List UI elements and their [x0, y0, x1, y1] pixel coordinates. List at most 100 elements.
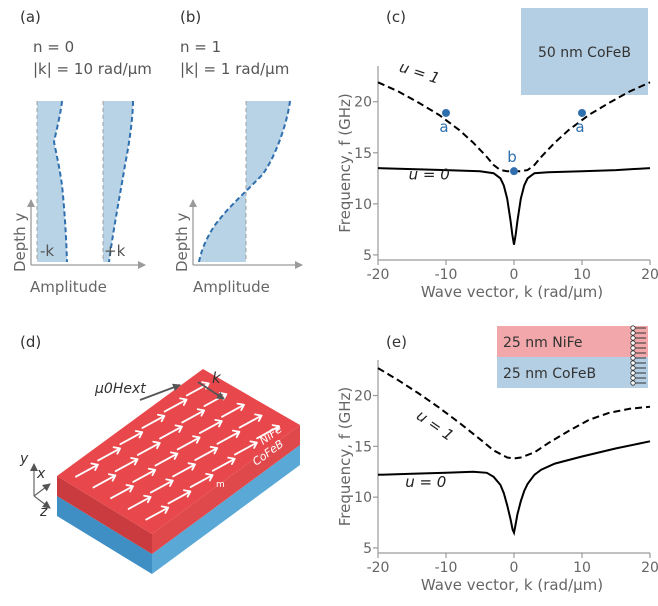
k-direction-arrow — [197, 381, 225, 400]
panel-b-amplitude-label: Amplitude — [193, 278, 270, 296]
axis-x-label: x — [36, 466, 46, 482]
c-curve-label-u0: u = 0 — [409, 165, 450, 183]
c-x-tick-label: -20 — [367, 267, 390, 283]
panel-a: (a) n = 0 |k| = 10 rad/µm -k +k Depth y … — [11, 8, 152, 296]
magnetization-arrow — [154, 451, 179, 467]
legend-spin-circle — [630, 335, 636, 341]
e-y-tick-label: 20 — [354, 389, 372, 405]
legend-spin-circle — [630, 360, 636, 366]
magnetization-arrow — [216, 429, 241, 445]
magnetization-arrow — [119, 430, 144, 446]
panel-a-depth-label: Depth y — [11, 213, 29, 272]
e-x-tick-label: 0 — [510, 560, 519, 576]
e-x-tick-label: -20 — [367, 560, 390, 576]
c-x-tick-label: -10 — [435, 267, 458, 283]
c-x-tick-label: 0 — [510, 267, 519, 283]
magnetization-arrow — [198, 419, 223, 434]
profile-b-curve — [198, 100, 291, 263]
magnetization-arrow — [167, 489, 192, 505]
panel-d-label: (d) — [20, 333, 41, 351]
magnetization-arrow — [97, 446, 121, 462]
c-marker-a-0 — [442, 108, 450, 117]
slab-nife-left-face — [57, 476, 152, 554]
panel-e-label: (e) — [386, 333, 407, 351]
panel-b-wavevector: |k| = 1 rad/µm — [180, 60, 289, 78]
legend-e-cofeb-box — [497, 357, 648, 388]
c-y-tick-label: 10 — [354, 197, 372, 213]
legend-c-cofeb-text: 50 nm CoFeB — [538, 45, 631, 61]
magnetization-arrow — [92, 473, 117, 489]
panel-c-label: (c) — [386, 8, 406, 26]
panel-a-amplitude-label: Amplitude — [30, 278, 107, 296]
panel-b-mode-number: n = 1 — [180, 38, 221, 56]
magnetization-arrow — [238, 413, 263, 429]
legend-spin-circle — [630, 375, 636, 381]
slab-nife-right-face — [152, 425, 300, 554]
magnetization-arrow — [189, 473, 214, 488]
legend-c-cofeb-box — [521, 8, 648, 95]
e-y-tick-label: 10 — [354, 490, 372, 506]
slab-cofeb-right-face — [152, 445, 300, 574]
axis-y-label: y — [19, 451, 29, 467]
axis-x-arrow — [33, 483, 51, 497]
axis-z-arrow — [33, 495, 51, 509]
legend-e-nife-box — [497, 326, 648, 357]
c-series-u0 — [377, 167, 651, 245]
e-y-tick-label: 5 — [363, 541, 372, 557]
legend-spin-circle — [630, 340, 636, 346]
magnetization-arrow — [221, 402, 245, 418]
legend-spin-circle — [630, 325, 636, 331]
profile-b-fill — [199, 101, 290, 262]
c-x-axis-title: Wave vector, k (rad/µm) — [421, 283, 603, 301]
magnetization-arrow — [127, 494, 152, 510]
legend-spin-circle — [630, 330, 636, 336]
legend-spin-circle — [630, 365, 636, 371]
magnetization-arrow — [149, 478, 174, 494]
magnetization-arrow — [132, 467, 157, 483]
magnetization-arrow — [145, 505, 170, 521]
magnetization-arrow — [141, 413, 166, 429]
slab-cofeb-left-face — [57, 496, 152, 574]
e-x-tick-label: 10 — [573, 560, 591, 576]
magnetization-arrow — [114, 457, 139, 473]
e-curve-label-u1: u = 1 — [413, 406, 457, 444]
profile-a-left-fill — [37, 101, 67, 262]
c-marker-b-1 — [510, 167, 518, 176]
c-marker-label-a-2: a — [575, 118, 584, 136]
magnetization-arrow — [256, 424, 280, 440]
magnetization-arrow — [181, 408, 206, 424]
panel-a-wavevector: |k| = 10 rad/µm — [33, 60, 152, 78]
c-y-tick-label: 20 — [354, 95, 372, 111]
e-x-axis-title: Wave vector, k (rad/µm) — [421, 576, 603, 594]
field-direction-arrow — [139, 383, 181, 401]
panel-b-label: (b) — [180, 8, 201, 26]
panel-e: (e) 25 nm NiFe 25 nm CoFeB 5 10 15 20 -20 -10… — [336, 325, 658, 594]
legend-spin-circle — [630, 370, 636, 376]
c-curve-label-u1: u = 1 — [397, 58, 442, 88]
e-x-tick-label: -10 — [435, 560, 458, 576]
chart-c: 5 10 15 20 -20 -10 0 10 20 Wave vector, k (rad/µm… — [336, 58, 658, 301]
c-marker-label-a-0: a — [439, 118, 448, 136]
e-y-tick-label: 15 — [354, 439, 372, 455]
profile-a-plus-k-tag: +k — [104, 242, 126, 260]
profile-a-right-fill — [103, 101, 133, 262]
profile-a-minus-k-tag: -k — [40, 242, 54, 260]
legend-e-nife-text: 25 nm NiFe — [503, 335, 583, 351]
e-x-tick-label: 20 — [641, 560, 658, 576]
panel-d: (d) NiFe CoFeB m µ0Hext k y x z — [19, 333, 300, 574]
k-direction-label: k — [212, 369, 222, 387]
axis-z-label: z — [39, 504, 48, 520]
c-y-tick-label: 5 — [363, 248, 372, 264]
e-y-axis-title: Frequency, f (GHz) — [336, 387, 354, 527]
magnetization-m-label: m — [216, 480, 225, 490]
legend-spin-circle — [630, 350, 636, 356]
magnetization-arrow — [234, 440, 258, 456]
panel-a-mode-number: n = 0 — [33, 38, 74, 56]
field-label: µ0Hext — [94, 381, 146, 397]
magnetization-arrow — [159, 424, 183, 440]
profile-a-left-curve — [52, 100, 68, 263]
c-x-tick-label: 10 — [573, 267, 591, 283]
magnetization-arrow — [163, 397, 188, 413]
legend-e-cofeb-text: 25 nm CoFeB — [503, 366, 596, 382]
panel-b: (b) n = 1 |k| = 1 rad/µm Depth y Amplitu… — [173, 8, 303, 296]
